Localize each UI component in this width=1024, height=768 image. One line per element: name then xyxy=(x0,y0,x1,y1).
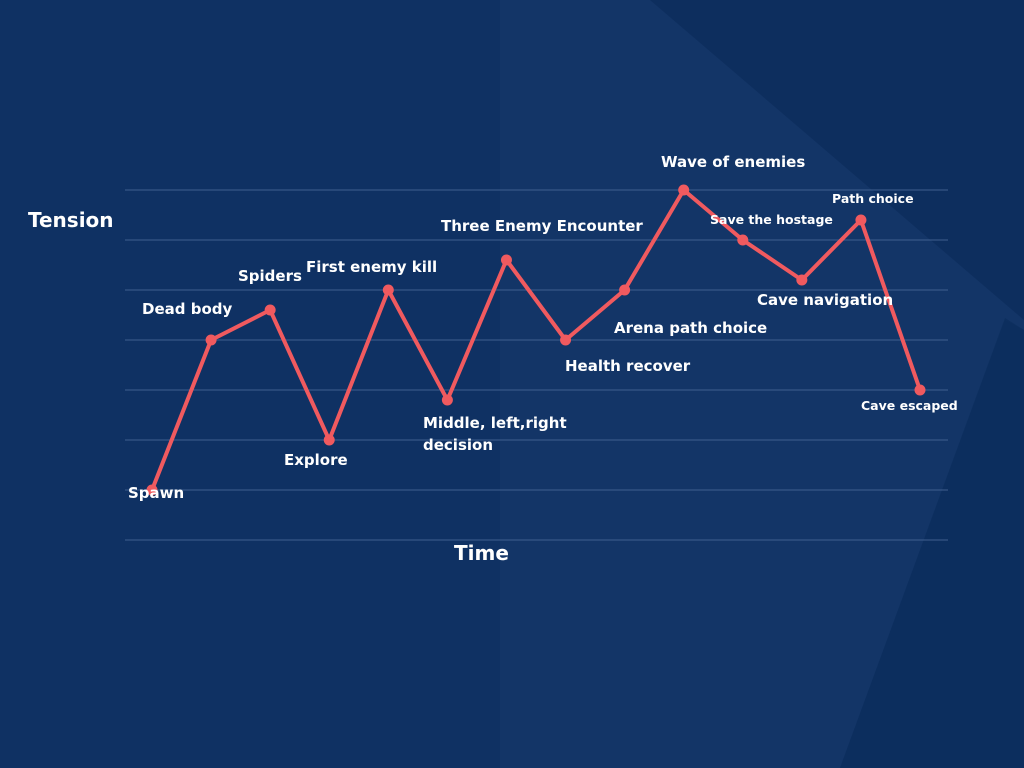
y-axis-title: Tension xyxy=(28,208,114,232)
data-point xyxy=(205,334,217,346)
point-label: Explore xyxy=(284,451,348,469)
point-label: Save the hostage xyxy=(710,212,833,227)
data-point xyxy=(382,284,394,296)
point-label-line: decision xyxy=(423,436,493,454)
x-axis-title: Time xyxy=(454,541,509,565)
data-point xyxy=(323,434,335,446)
point-label: First enemy kill xyxy=(306,258,437,276)
data-point xyxy=(146,484,158,496)
data-point xyxy=(737,234,749,246)
point-labels-group: Spawn Dead body Spiders Explore First enemy … xyxy=(128,153,958,502)
point-label: Wave of enemies xyxy=(661,153,805,171)
tension-series-line xyxy=(150,188,922,492)
point-label: Path choice xyxy=(832,191,914,206)
data-point xyxy=(500,254,512,266)
data-point xyxy=(619,284,631,296)
point-label: Cave navigation xyxy=(757,291,893,309)
data-point xyxy=(264,304,276,316)
point-label: Arena path choice xyxy=(614,319,767,337)
point-label: Health recover xyxy=(565,357,691,375)
series-line-group xyxy=(150,188,922,492)
data-point xyxy=(678,184,690,196)
point-label: Cave escaped xyxy=(861,398,958,413)
data-points-group xyxy=(146,184,926,496)
data-point xyxy=(560,334,572,346)
data-point xyxy=(855,214,867,226)
grid-lines xyxy=(125,189,948,541)
point-label-line: Middle, left,right xyxy=(423,414,567,432)
point-label: Spiders xyxy=(238,267,302,285)
data-point xyxy=(796,274,808,286)
point-label: Spawn xyxy=(128,484,184,502)
data-point xyxy=(441,394,453,406)
point-label: Dead body xyxy=(142,300,232,318)
background-shape-edge xyxy=(840,318,1024,768)
point-label: Middle, left,right decision xyxy=(423,414,567,454)
point-label: Three Enemy Encounter xyxy=(441,217,643,235)
data-point xyxy=(914,384,926,396)
